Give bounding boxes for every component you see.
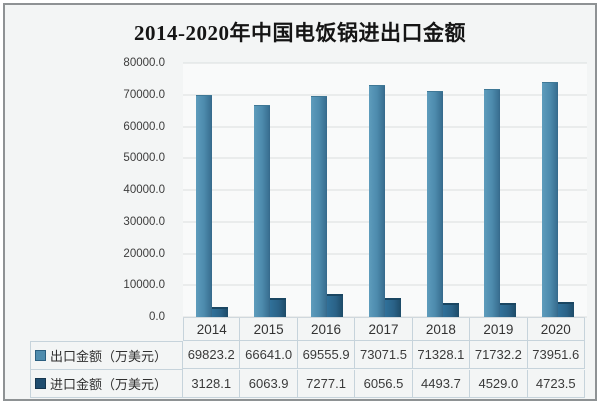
value-cell: 7277.1 bbox=[297, 370, 356, 398]
y-axis: 80000.0 70000.0 60000.0 50000.0 40000.0 30000… bbox=[5, 57, 165, 323]
series-label-cell: 进口金额（万美元） bbox=[30, 370, 183, 398]
series-label: 进口金额（万美元） bbox=[50, 377, 168, 392]
gridline bbox=[183, 94, 587, 96]
import-bar bbox=[211, 307, 228, 317]
import-legend-swatch bbox=[35, 378, 46, 389]
gridline bbox=[183, 126, 587, 127]
y-tick-label: 80000.0 bbox=[123, 57, 165, 69]
export-bar bbox=[484, 89, 501, 317]
export-bar bbox=[195, 95, 212, 317]
import-bar bbox=[558, 302, 575, 317]
export-legend-swatch bbox=[35, 350, 46, 361]
year-cell: 2018 bbox=[412, 317, 471, 341]
chart-figure: 2014-2020年中国电饭锅进出口金额 80000.0 70000.0 60000… bbox=[3, 3, 597, 401]
y-tick-label: 20000.0 bbox=[123, 247, 165, 260]
plot-area bbox=[183, 62, 587, 318]
bar-group bbox=[368, 63, 401, 317]
year-cell: 2019 bbox=[470, 317, 528, 341]
value-cell: 71328.1 bbox=[412, 341, 471, 369]
bar-group bbox=[484, 63, 517, 317]
y-tick-label: 40000.0 bbox=[123, 184, 165, 196]
export-bar bbox=[426, 90, 443, 317]
gridline bbox=[183, 253, 587, 254]
value-cell: 73071.5 bbox=[355, 341, 413, 369]
value-cell: 4529.0 bbox=[470, 370, 528, 398]
y-tick-label: 30000.0 bbox=[123, 215, 165, 228]
value-cell: 71732.2 bbox=[470, 341, 528, 369]
year-cell: 2014 bbox=[183, 317, 241, 341]
year-cell: 2020 bbox=[527, 317, 585, 341]
y-tick-label: 60000.0 bbox=[123, 120, 165, 133]
gridline bbox=[183, 316, 587, 318]
value-cell: 4723.5 bbox=[527, 370, 585, 398]
bar-group bbox=[426, 63, 459, 317]
gridline bbox=[183, 221, 587, 223]
value-cell: 69555.9 bbox=[297, 341, 356, 369]
import-bar bbox=[269, 297, 286, 317]
bar-group bbox=[195, 63, 228, 317]
bars-layer bbox=[183, 63, 587, 317]
import-bar bbox=[327, 293, 344, 317]
chart-area: 80000.0 70000.0 60000.0 50000.0 40000.0 30000… bbox=[5, 55, 595, 323]
value-cell: 69823.2 bbox=[183, 341, 241, 369]
chart-title: 2014-2020年中国电饭锅进出口金额 bbox=[134, 21, 466, 45]
export-bar bbox=[253, 105, 270, 317]
gridline bbox=[183, 157, 587, 159]
bar-group bbox=[253, 63, 286, 317]
value-cell: 4493.7 bbox=[412, 370, 471, 398]
series-label-cell: 出口金额（万美元） bbox=[30, 341, 183, 370]
year-cell: 2015 bbox=[240, 317, 298, 341]
import-bar bbox=[384, 297, 401, 317]
bar-group bbox=[542, 63, 575, 317]
value-cell: 6063.9 bbox=[240, 370, 298, 398]
year-cell: 2016 bbox=[297, 317, 356, 341]
series-label: 出口金额（万美元） bbox=[50, 349, 168, 364]
y-tick-label: 70000.0 bbox=[123, 88, 165, 101]
value-cell: 6056.5 bbox=[355, 370, 413, 398]
gridline bbox=[183, 189, 587, 191]
export-bar bbox=[368, 85, 385, 317]
export-bar bbox=[311, 96, 328, 317]
gridline bbox=[183, 62, 587, 64]
y-tick-label: 10000.0 bbox=[123, 279, 165, 292]
import-bar bbox=[442, 302, 459, 317]
import-bar bbox=[500, 302, 517, 317]
y-tick-label: 0.0 bbox=[149, 311, 165, 323]
data-table: 2014 2015 2016 2017 2018 2019 2020 出口金额（万美元） 698… bbox=[30, 317, 585, 398]
value-cell: 73951.6 bbox=[527, 341, 585, 369]
bar-group bbox=[311, 63, 344, 317]
gridline bbox=[183, 284, 587, 286]
y-tick-label: 50000.0 bbox=[123, 152, 165, 165]
value-cell: 66641.0 bbox=[240, 341, 298, 369]
year-cell: 2017 bbox=[355, 317, 413, 341]
value-cell: 3128.1 bbox=[183, 370, 241, 398]
export-bar bbox=[542, 82, 559, 317]
